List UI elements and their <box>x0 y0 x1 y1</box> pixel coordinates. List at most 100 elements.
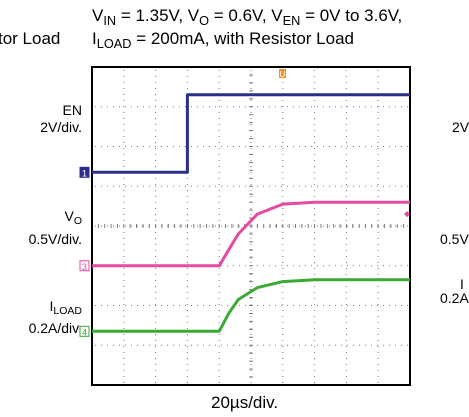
grid-dot <box>219 298 220 299</box>
grid-dot <box>245 106 246 107</box>
grid-dot <box>131 345 132 346</box>
grid-dot <box>123 130 124 131</box>
grid-dot <box>346 334 347 335</box>
grid-dot <box>346 112 347 113</box>
grid-dot <box>187 328 188 329</box>
grid-dot <box>378 256 379 257</box>
grid-dot <box>353 106 354 107</box>
grid-dot <box>378 346 379 347</box>
grid-dot <box>239 186 240 187</box>
grid-dot <box>346 82 347 83</box>
grid-dot <box>314 82 315 83</box>
grid-dot <box>101 305 102 306</box>
grid-dot <box>314 322 315 323</box>
grid-dot <box>341 265 342 266</box>
grid-dot <box>239 265 240 266</box>
grid-dot <box>346 124 347 125</box>
grid-dot <box>251 214 252 215</box>
grid-dot <box>101 226 102 227</box>
grid-dot <box>287 106 288 107</box>
grid-dot <box>123 370 124 371</box>
grid-dot <box>311 106 312 107</box>
grid-dot <box>287 305 288 306</box>
grid-dot <box>311 226 312 227</box>
grid-dot <box>329 265 330 266</box>
grid-dot <box>346 364 347 365</box>
grid-dot <box>314 124 315 125</box>
grid-dot <box>407 345 408 346</box>
grid-dot <box>187 364 188 365</box>
grid-dot <box>185 106 186 107</box>
grid-dot <box>395 186 396 187</box>
grid-dot <box>227 106 228 107</box>
grid-dot <box>221 345 222 346</box>
grid-dot <box>219 220 220 221</box>
grid-dot <box>113 345 114 346</box>
grid-dot <box>269 106 270 107</box>
grid-dot <box>323 305 324 306</box>
grid-dot <box>314 352 315 353</box>
grid-dot <box>251 148 252 149</box>
grid-dot <box>282 382 283 383</box>
grid-dot <box>119 226 120 227</box>
grid-dot <box>155 184 156 185</box>
grid-dot <box>281 345 282 346</box>
grid-dot <box>335 106 336 107</box>
grid-dot <box>239 146 240 147</box>
grid-dot <box>219 88 220 89</box>
grid-dot <box>371 265 372 266</box>
grid-dot <box>282 316 283 317</box>
grid-dot <box>219 232 220 233</box>
grid-dot <box>346 292 347 293</box>
grid-dot <box>209 305 210 306</box>
grid-dot <box>378 220 379 221</box>
grid-dot <box>179 186 180 187</box>
grid-dot <box>282 250 283 251</box>
grid-dot <box>123 112 124 113</box>
grid-dot <box>346 352 347 353</box>
grid-dot <box>365 186 366 187</box>
grid-dot <box>187 76 188 77</box>
grid-dot <box>282 166 283 167</box>
grid-dot <box>346 136 347 137</box>
grid-dot <box>293 146 294 147</box>
grid-dot <box>187 376 188 377</box>
grid-dot <box>275 226 276 227</box>
grid-dot <box>119 345 120 346</box>
grid-dot <box>123 166 124 167</box>
grid-dot <box>155 268 156 269</box>
grid-dot <box>346 214 347 215</box>
grid-dot <box>219 136 220 137</box>
grid-dot <box>407 226 408 227</box>
grid-dot <box>378 244 379 245</box>
grid-dot <box>251 142 252 143</box>
grid-dot <box>314 358 315 359</box>
grid-dot <box>311 305 312 306</box>
grid-dot <box>179 305 180 306</box>
grid-dot <box>305 226 306 227</box>
grid-dot <box>221 226 222 227</box>
grid-dot <box>335 345 336 346</box>
grid-dot <box>346 76 347 77</box>
grid-dot <box>293 226 294 227</box>
grid-dot <box>191 106 192 107</box>
grid-dot <box>187 250 188 251</box>
grid-dot <box>311 186 312 187</box>
grid-dot <box>314 106 315 107</box>
grid-dot <box>155 382 156 383</box>
grid-dot <box>167 146 168 147</box>
grid-dot <box>378 250 379 251</box>
grid-dot <box>101 106 102 107</box>
grid-dot <box>123 346 124 347</box>
grid-dot <box>378 142 379 143</box>
grid-dot <box>155 202 156 203</box>
grid-dot <box>219 346 220 347</box>
grid-dot <box>219 172 220 173</box>
grid-dot <box>123 322 124 323</box>
grid-dot <box>293 186 294 187</box>
grid-dot <box>346 106 347 107</box>
grid-dot <box>353 265 354 266</box>
grid-dot <box>219 208 220 209</box>
grid-dot <box>257 345 258 346</box>
grid-dot <box>323 186 324 187</box>
